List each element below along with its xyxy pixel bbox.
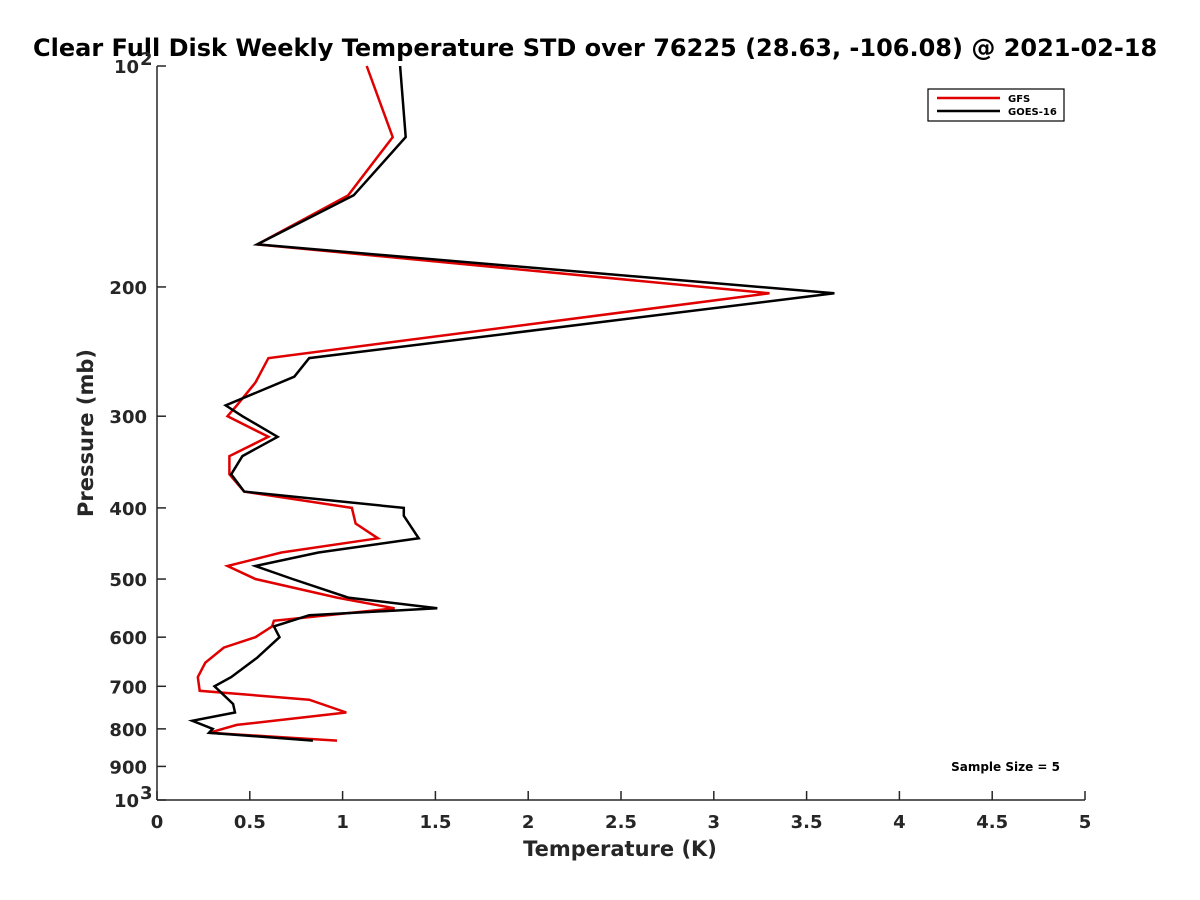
- y-tick-label: 800: [109, 720, 147, 741]
- legend-box: [927, 88, 1065, 122]
- x-tick-label: 5: [1079, 812, 1092, 833]
- x-tick-label: 2.5: [605, 812, 637, 833]
- y-tick-label: 700: [109, 677, 147, 698]
- y-tick-label: 500: [109, 570, 147, 591]
- y-tick-label: 10: [114, 57, 139, 78]
- legend-label: GOES-16: [1008, 107, 1057, 118]
- plot-area: [187, 65, 835, 742]
- x-tick-label: 1.5: [419, 812, 451, 833]
- y-tick-exponent: 2: [140, 49, 153, 70]
- y-tick-label: 400: [109, 499, 147, 520]
- x-tick-label: 1: [336, 812, 349, 833]
- y-tick-label: 300: [109, 407, 147, 428]
- y-tick-label: 200: [109, 278, 147, 299]
- sample-size-annotation: Sample Size = 5: [951, 760, 1060, 774]
- x-tick-label: 2: [522, 812, 535, 833]
- series-line-gfs: [196, 65, 770, 742]
- x-tick-label: 4.5: [976, 812, 1008, 833]
- y-tick-label: 600: [109, 628, 147, 649]
- x-tick-label: 3: [708, 812, 721, 833]
- y-tick-label: 10: [114, 791, 139, 812]
- x-axis-label: Temperature (K): [523, 837, 717, 861]
- y-tick-exponent: 3: [140, 783, 153, 804]
- x-tick-label: 0.5: [234, 812, 266, 833]
- y-tick-label: 900: [109, 757, 147, 778]
- y-axis-label: Pressure (mb): [74, 349, 98, 517]
- chart-title: Clear Full Disk Weekly Temperature STD o…: [33, 34, 1157, 62]
- series-line-goes-16: [187, 65, 835, 742]
- legend-label: GFS: [1008, 94, 1030, 105]
- axes: 0 0.5 1 1.5 2 2.5 3 3.5 4 4.5 510 22003004005006007…: [109, 49, 1091, 833]
- legend: GFS GOES-16: [927, 88, 1065, 122]
- x-tick-label: 4: [893, 812, 906, 833]
- x-tick-label: 3.5: [791, 812, 823, 833]
- x-tick-label: 0: [151, 812, 164, 833]
